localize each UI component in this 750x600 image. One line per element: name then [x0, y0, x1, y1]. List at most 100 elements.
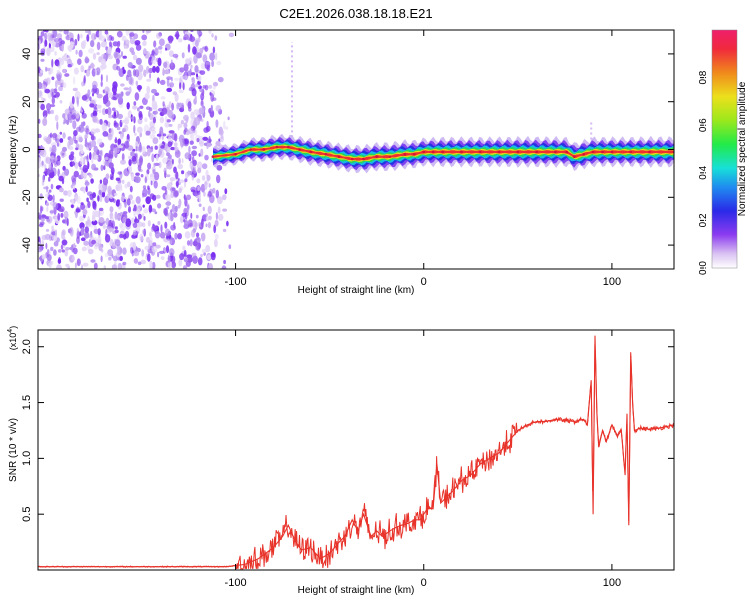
- noise-blob: [162, 67, 165, 76]
- noise-blob: [120, 159, 126, 165]
- noise-blob: [38, 90, 43, 98]
- colorbar-tick-label: 0.0: [698, 261, 709, 275]
- noise-blob: [70, 62, 74, 67]
- noise-blob: [132, 231, 138, 236]
- x-tick-label: 100: [603, 276, 621, 288]
- noise-blob: [55, 80, 58, 89]
- ridge-point: [554, 150, 557, 154]
- noise-blob: [72, 247, 78, 255]
- noise-blob: [46, 206, 49, 212]
- noise-blob: [101, 248, 104, 253]
- noise-blob: [132, 105, 138, 110]
- noise-blob: [214, 219, 219, 227]
- noise-blob: [86, 197, 89, 203]
- noise-blob: [102, 131, 109, 137]
- noise-blob: [169, 82, 175, 88]
- noise-blob: [209, 109, 215, 118]
- noise-blob: [56, 62, 60, 67]
- noise-blob: [123, 87, 130, 91]
- noise-blob: [68, 55, 71, 62]
- noise-blob: [135, 80, 138, 86]
- noise-blob: [183, 219, 186, 223]
- noise-blob: [49, 146, 52, 152]
- noise-blob: [124, 39, 130, 47]
- noise-blob: [122, 216, 127, 224]
- noise-blob: [140, 259, 147, 265]
- noise-blob: [197, 167, 202, 174]
- noise-blob: [136, 126, 143, 134]
- noise-blob: [72, 87, 78, 92]
- noise-blob: [50, 104, 56, 108]
- noise-blob: [76, 236, 80, 245]
- noise-blob: [45, 136, 52, 145]
- noise-blob: [196, 52, 202, 59]
- noise-blob: [72, 120, 77, 130]
- noise-blob: [151, 208, 157, 213]
- x-tick-label: -100: [225, 276, 247, 288]
- noise-blob: [135, 57, 142, 65]
- ridge-point: [403, 152, 407, 156]
- noise-blob: [211, 33, 214, 38]
- noise-blob: [111, 107, 116, 112]
- noise-blob: [141, 213, 145, 218]
- noise-blob: [64, 108, 71, 115]
- noise-blob: [169, 62, 176, 70]
- noise-blob: [59, 100, 63, 104]
- noise-blob: [117, 140, 120, 146]
- noise-blob: [160, 224, 163, 233]
- noise-blob: [140, 174, 144, 178]
- noise-blob: [212, 81, 219, 87]
- noise-blob: [73, 184, 76, 190]
- ridge-point: [516, 150, 520, 154]
- noise-blob: [108, 114, 113, 119]
- noise-blob: [97, 195, 100, 202]
- y-tick-label: 20: [21, 96, 33, 108]
- ridge-point: [610, 150, 614, 154]
- noise-blob: [120, 83, 125, 87]
- noise-blob: [196, 73, 198, 78]
- noise-blob: [87, 201, 91, 209]
- noise-blob: [114, 229, 119, 234]
- noise-blob: [194, 65, 199, 73]
- noise-blob: [189, 140, 194, 145]
- spectrogram-x-axis-label: Height of straight line (km): [298, 285, 415, 296]
- noise-blob: [147, 253, 151, 262]
- ridge-point: [535, 150, 538, 154]
- noise-blob: [59, 131, 63, 135]
- noise-blob: [203, 127, 209, 133]
- noise-blob: [196, 178, 201, 184]
- noise-blob: [135, 141, 139, 147]
- noise-blob: [165, 47, 168, 51]
- colorbar: [711, 29, 738, 269]
- noise-blob: [38, 236, 41, 243]
- noise-blob: [159, 116, 165, 124]
- noise-blob: [196, 138, 200, 143]
- noise-blob: [49, 210, 54, 214]
- noise-blob: [86, 145, 91, 151]
- noise-blob: [217, 206, 221, 214]
- noise-blob: [169, 238, 173, 245]
- noise-blob: [152, 65, 157, 73]
- ridge-point: [648, 150, 651, 154]
- noise-blob: [40, 31, 45, 37]
- noise-blob: [83, 240, 89, 246]
- noise-blob: [59, 198, 64, 202]
- noise-blob: [51, 91, 54, 98]
- ridge-point: [298, 148, 301, 151]
- noise-blob: [39, 205, 43, 214]
- noise-blob: [173, 222, 176, 229]
- noise-blob: [100, 255, 103, 263]
- noise-blob: [137, 221, 144, 227]
- noise-blob: [77, 58, 82, 65]
- noise-blob: [200, 253, 203, 258]
- noise-blob: [67, 189, 72, 197]
- noise-blob: [183, 114, 189, 121]
- noise-blob: [125, 30, 130, 36]
- noise-blob: [183, 129, 186, 135]
- noise-blob: [80, 149, 84, 155]
- noise-blob: [94, 69, 98, 76]
- noise-blob: [89, 193, 94, 200]
- noise-blob: [157, 57, 162, 67]
- noise-blob: [47, 194, 53, 201]
- noise-blob: [73, 67, 79, 75]
